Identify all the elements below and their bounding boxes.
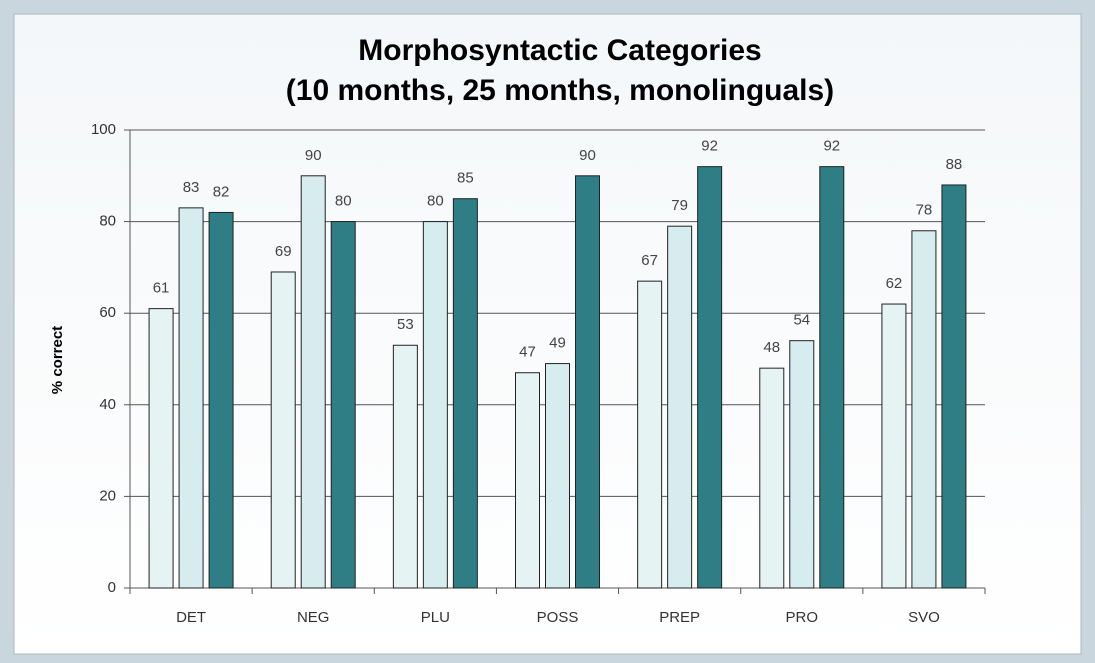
data-label: 53 — [397, 316, 414, 333]
bar — [545, 363, 570, 589]
data-label: 61 — [153, 280, 170, 297]
x-tick-label: PRO — [786, 609, 819, 626]
data-label: 83 — [183, 179, 200, 196]
x-tick-label: SVO — [908, 609, 940, 626]
y-tick-label: 0 — [108, 579, 116, 596]
data-label: 54 — [793, 312, 810, 329]
x-tick-label: NEG — [297, 609, 330, 626]
data-label: 69 — [275, 243, 292, 260]
bar — [881, 303, 907, 589]
x-tick-label: DET — [176, 609, 206, 626]
data-label: 79 — [671, 197, 688, 214]
data-label: 82 — [213, 183, 230, 200]
data-label: 90 — [305, 147, 322, 164]
x-tick-label: PLU — [421, 609, 450, 626]
bar — [330, 221, 356, 589]
bar — [941, 184, 967, 589]
y-tick-label: 20 — [99, 487, 116, 504]
chart-subtitle: (10 months, 25 months, monolinguals) — [286, 74, 834, 107]
bar — [208, 211, 234, 589]
data-label: 48 — [763, 339, 780, 356]
y-tick-label: 100 — [91, 121, 116, 138]
x-tick-label: POSS — [537, 609, 579, 626]
data-label: 88 — [946, 156, 963, 173]
chart-title: Morphosyntactic Categories — [358, 34, 761, 67]
bar — [300, 175, 326, 589]
data-label: 80 — [335, 193, 352, 210]
data-label: 62 — [886, 275, 903, 292]
bar — [759, 367, 785, 589]
bar — [697, 166, 723, 589]
data-label: 90 — [579, 147, 596, 164]
y-tick-label: 40 — [99, 396, 116, 413]
y-tick-label: 80 — [99, 213, 116, 230]
bar — [270, 271, 296, 589]
bar — [637, 280, 663, 589]
data-label: 67 — [641, 252, 658, 269]
bar — [178, 207, 204, 589]
data-label: 92 — [701, 138, 718, 155]
bar — [575, 175, 600, 589]
bar — [911, 230, 937, 589]
y-axis-label: % correct — [49, 326, 66, 394]
bar — [667, 225, 693, 589]
data-label: 85 — [457, 170, 474, 187]
bar — [392, 344, 418, 589]
data-label: 47 — [519, 344, 536, 361]
bar — [452, 198, 478, 589]
data-label: 49 — [549, 335, 566, 352]
data-label: 80 — [427, 193, 444, 210]
x-tick-label: PREP — [659, 609, 700, 626]
bar — [819, 166, 845, 589]
bar — [422, 221, 448, 589]
data-label: 78 — [916, 202, 933, 219]
bar — [515, 372, 540, 589]
bar — [789, 340, 815, 589]
data-label: 92 — [823, 138, 840, 155]
bar — [148, 308, 174, 589]
y-tick-label: 60 — [99, 304, 116, 321]
